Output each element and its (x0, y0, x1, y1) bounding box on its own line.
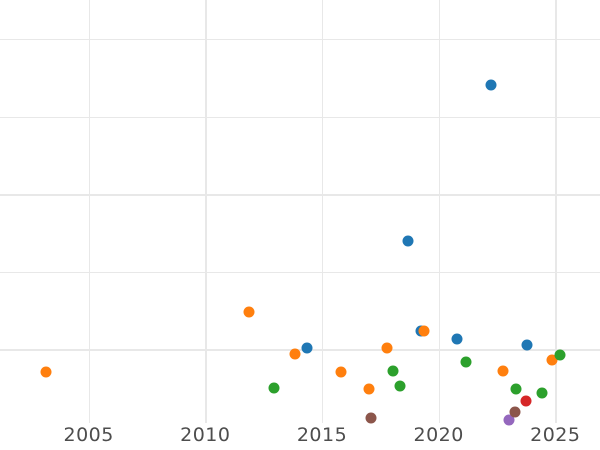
gridline-horizontal (0, 349, 600, 351)
x-tick-label: 2005 (63, 424, 114, 446)
scatter-point-series-orange (243, 306, 255, 318)
scatter-point-series-green (268, 382, 280, 394)
scatter-point-series-blue (451, 333, 463, 345)
gridline-horizontal (0, 116, 600, 119)
x-tick-label: 2015 (296, 424, 348, 446)
scatter-point-series-orange (289, 348, 301, 360)
gridline-vertical (438, 0, 441, 423)
x-tick-label: 2020 (413, 424, 464, 446)
scatter-point-series-orange (546, 354, 558, 366)
gridline-vertical (322, 0, 324, 423)
scatter-point-series-blue (521, 339, 533, 351)
scatter-point-series-green (510, 383, 522, 395)
scatter-point-series-green (554, 349, 566, 361)
scatter-point-series-green (460, 356, 472, 368)
scatter-point-series-brown (509, 406, 521, 418)
scatter-point-series-red (520, 395, 532, 407)
gridline-horizontal (0, 39, 600, 41)
scatter-point-series-green (394, 380, 406, 392)
gridline-horizontal (0, 194, 600, 196)
x-tick-label: 2025 (530, 424, 581, 446)
x-tick-label: 2010 (180, 424, 231, 446)
scatter-point-series-orange (497, 365, 509, 377)
scatter-point-series-orange (335, 366, 346, 378)
gridline-vertical (88, 0, 91, 423)
scatter-point-series-blue (301, 342, 313, 354)
scatter-point-series-brown (365, 412, 377, 424)
gridline-vertical (205, 0, 207, 423)
scatter-point-series-blue (402, 235, 414, 247)
gridline-vertical (555, 0, 557, 423)
scatter-point-series-orange (418, 325, 430, 337)
scatter-point-series-orange (363, 383, 375, 395)
scatter-point-series-orange (381, 342, 393, 354)
scatter-point-series-green (536, 387, 548, 399)
scatter-point-series-purple (503, 414, 515, 426)
scatter-point-series-blue (485, 79, 497, 91)
scatter-point-series-orange (40, 366, 52, 378)
gridline-horizontal (0, 271, 600, 274)
scatter-point-series-green (387, 365, 399, 377)
